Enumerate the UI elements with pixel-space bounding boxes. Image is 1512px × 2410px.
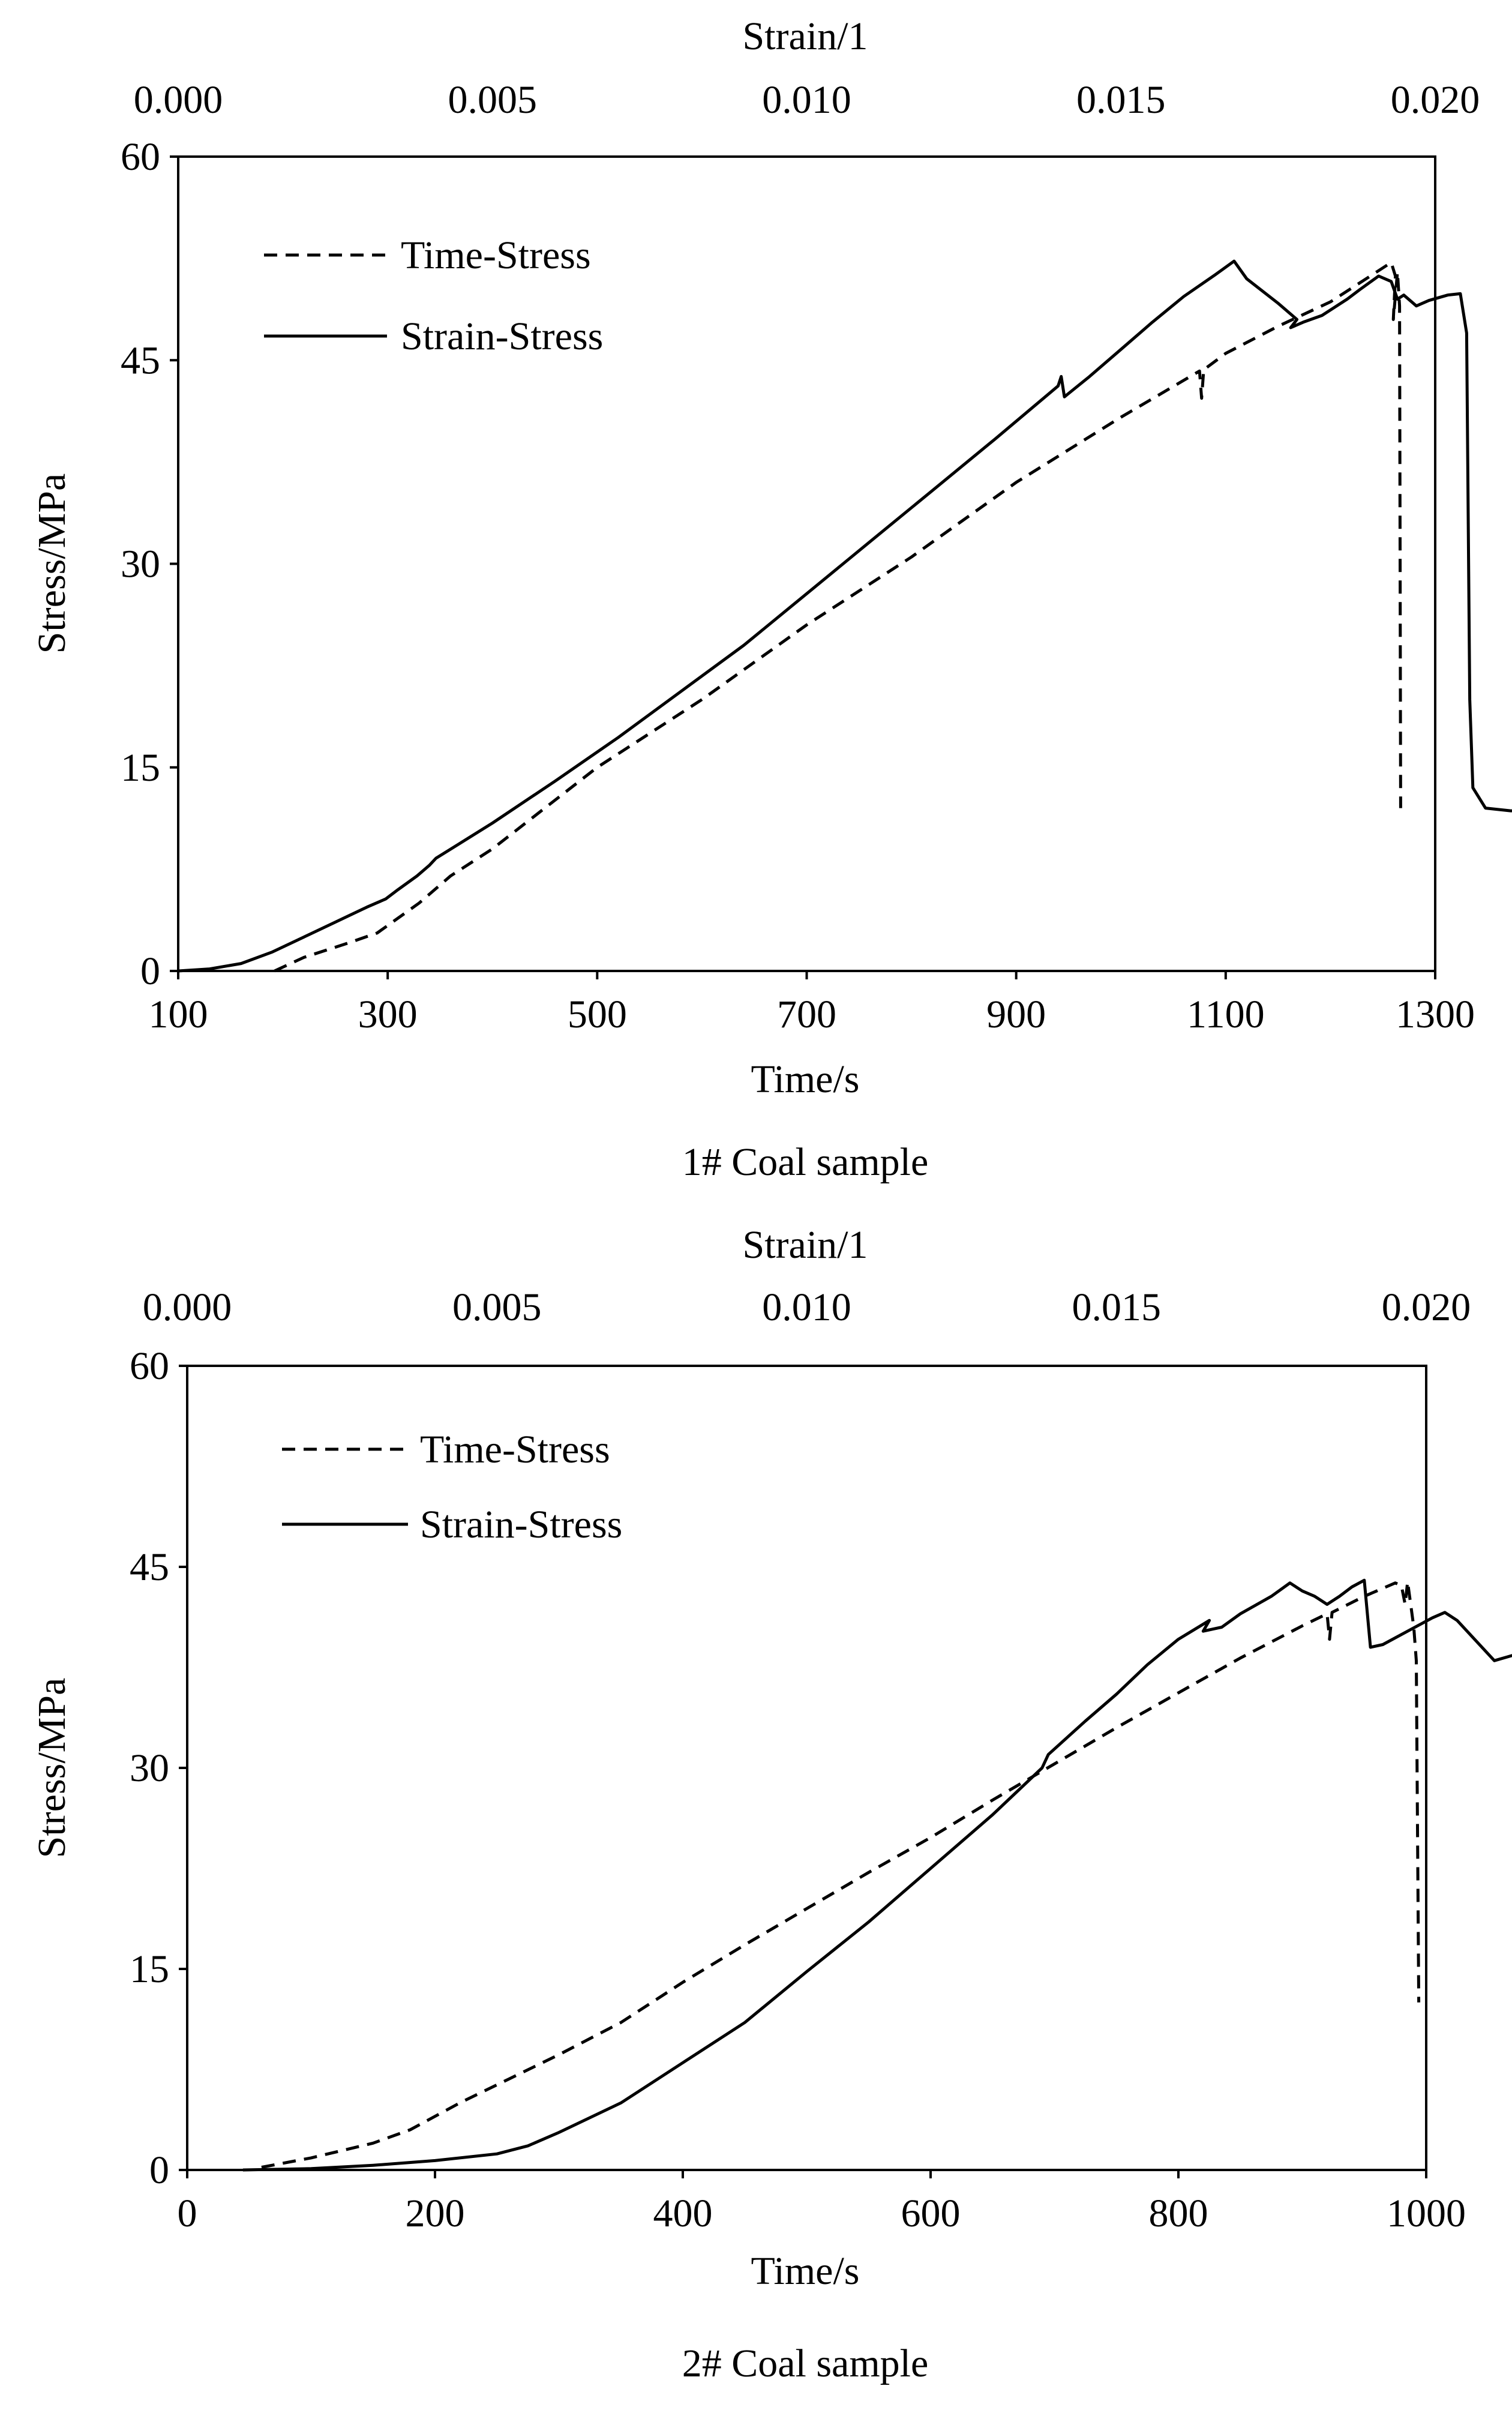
chart1-x2-tick-label: 0.015 — [1076, 78, 1166, 122]
chart1-x2-tick-label: 0.005 — [448, 78, 538, 122]
chart2-x-tick-label: 0 — [178, 2192, 197, 2235]
chart1-x2-tick-label: 0.010 — [762, 78, 851, 122]
chart2-x2-axis-title: Strain/1 — [743, 1223, 868, 1267]
chart1-top-axis-ticks: 0.000 0.005 0.010 0.015 0.020 — [134, 78, 1480, 122]
chart1-series-group — [178, 259, 1512, 973]
chart2-x2-tick-label: 0.015 — [1072, 1285, 1162, 1329]
chart2-y-tick-label: 15 — [130, 1947, 169, 1991]
chart1-x-tick-label: 300 — [358, 993, 418, 1036]
chart2-legend-label-strain-stress: Strain-Stress — [420, 1503, 622, 1546]
chart2-y-tick-label: 30 — [130, 1746, 169, 1790]
chart2-top-axis-ticks: 0.000 0.005 0.010 0.015 0.020 — [143, 1285, 1471, 1329]
chart2-legend-label-time-stress: Time-Stress — [420, 1428, 610, 1471]
chart1-y-axis-ticks: 0 15 30 45 60 — [121, 135, 178, 993]
chart2-x-tick-label: 400 — [653, 2192, 713, 2235]
chart2-y-axis-title: Stress/MPa — [30, 1678, 74, 1859]
chart-panel-2: Strain/1 0.000 0.005 0.010 0.015 0.020 0 15 30… — [30, 1223, 1512, 2385]
chart1-x-axis-title: Time/s — [751, 1057, 860, 1101]
chart1-bottom-axis-ticks: 100 300 500 700 900 1100 1300 — [149, 971, 1475, 1036]
chart1-x-tick-label: 700 — [777, 993, 836, 1036]
chart2-bottom-axis-ticks: 0 200 400 600 800 1000 — [178, 2170, 1466, 2235]
chart1-x-tick-label: 1300 — [1396, 993, 1475, 1036]
chart2-x2-tick-label: 0.020 — [1382, 1285, 1471, 1329]
chart1-series-time-stress — [274, 260, 1402, 973]
chart2-y-tick-label: 0 — [149, 2148, 169, 2192]
chart1-y-tick-label: 30 — [121, 542, 160, 586]
chart1-x-tick-label: 1100 — [1187, 993, 1265, 1036]
chart1-legend: Time-Stress Strain-Stress — [264, 233, 603, 358]
chart1-y-tick-label: 0 — [140, 949, 160, 993]
chart2-y-tick-label: 45 — [130, 1545, 169, 1589]
chart2-series-time-stress — [261, 1580, 1421, 2169]
chart2-x2-tick-label: 0.010 — [762, 1285, 851, 1329]
chart-panel-1: Strain/1 0.000 0.005 0.010 0.015 0.020 0 15 30… — [30, 14, 1512, 1184]
chart2-x-tick-label: 200 — [406, 2192, 465, 2235]
chart1-x-tick-label: 500 — [568, 993, 627, 1036]
chart2-plot-frame — [186, 1365, 1427, 2171]
chart2-caption: 2# Coal sample — [682, 2342, 929, 2385]
chart1-x2-axis-title: Strain/1 — [743, 14, 868, 58]
chart1-caption: 1# Coal sample — [682, 1140, 929, 1184]
chart1-y-tick-label: 60 — [121, 135, 160, 179]
chart1-legend-label-strain-stress: Strain-Stress — [401, 314, 603, 358]
chart1-x-tick-label: 900 — [986, 993, 1046, 1036]
chart2-x-axis-title: Time/s — [751, 2249, 860, 2293]
chart1-y-tick-label: 45 — [121, 338, 160, 382]
chart1-y-tick-label: 15 — [121, 746, 160, 790]
chart2-x2-tick-label: 0.000 — [143, 1285, 232, 1329]
chart2-x-tick-label: 800 — [1149, 2192, 1208, 2235]
chart1-x2-tick-label: 0.000 — [134, 78, 223, 122]
chart2-x-tick-label: 1000 — [1387, 2192, 1466, 2235]
chart2-series-strain-stress — [242, 1578, 1512, 2172]
chart2-series-group — [242, 1578, 1512, 2172]
chart2-x2-tick-label: 0.005 — [452, 1285, 542, 1329]
chart1-x2-tick-label: 0.020 — [1391, 78, 1480, 122]
chart1-y-axis-title: Stress/MPa — [30, 473, 74, 654]
chart1-legend-label-time-stress: Time-Stress — [401, 233, 591, 277]
chart1-x-tick-label: 100 — [149, 993, 208, 1036]
chart2-x-tick-label: 600 — [901, 2192, 961, 2235]
chart2-y-axis-ticks: 0 15 30 45 60 — [130, 1344, 187, 2192]
chart2-legend: Time-Stress Strain-Stress — [282, 1428, 622, 1546]
chart1-series-strain-stress — [178, 259, 1512, 973]
chart2-y-tick-label: 60 — [130, 1344, 169, 1388]
